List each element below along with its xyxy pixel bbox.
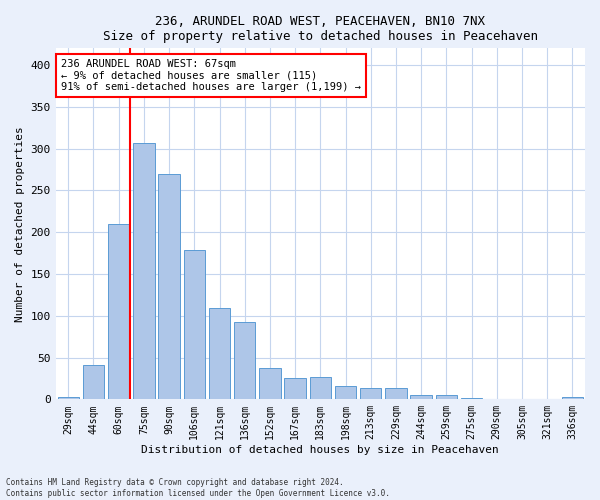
Bar	[335, 386, 356, 400]
Bar	[259, 368, 281, 400]
Bar	[58, 397, 79, 400]
Bar	[234, 322, 256, 400]
Bar	[108, 224, 130, 400]
Bar	[158, 174, 180, 400]
Y-axis label: Number of detached properties: Number of detached properties	[15, 126, 25, 322]
Bar	[461, 398, 482, 400]
Bar	[310, 377, 331, 400]
Bar	[284, 378, 306, 400]
X-axis label: Distribution of detached houses by size in Peacehaven: Distribution of detached houses by size …	[142, 445, 499, 455]
Bar	[209, 308, 230, 400]
Bar	[360, 388, 382, 400]
Bar	[133, 143, 155, 400]
Bar	[436, 395, 457, 400]
Text: 236 ARUNDEL ROAD WEST: 67sqm
← 9% of detached houses are smaller (115)
91% of se: 236 ARUNDEL ROAD WEST: 67sqm ← 9% of det…	[61, 59, 361, 92]
Text: Contains HM Land Registry data © Crown copyright and database right 2024.
Contai: Contains HM Land Registry data © Crown c…	[6, 478, 390, 498]
Bar	[562, 397, 583, 400]
Bar	[83, 365, 104, 400]
Bar	[410, 395, 432, 400]
Bar	[184, 250, 205, 400]
Bar	[385, 388, 407, 400]
Title: 236, ARUNDEL ROAD WEST, PEACEHAVEN, BN10 7NX
Size of property relative to detach: 236, ARUNDEL ROAD WEST, PEACEHAVEN, BN10…	[103, 15, 538, 43]
